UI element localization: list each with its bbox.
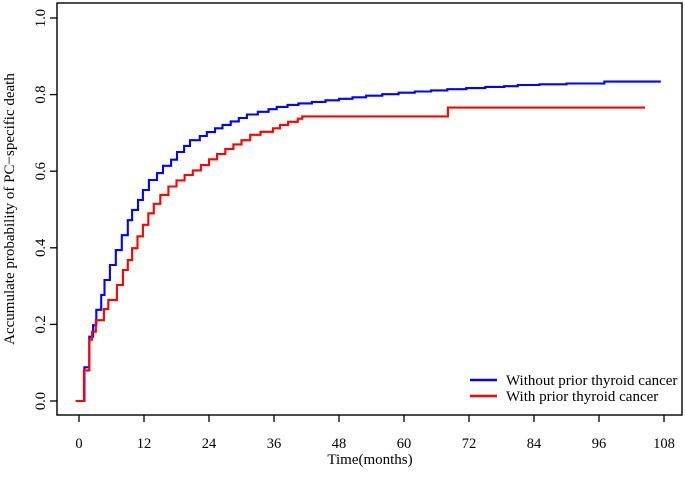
y-axis-ticks: 0.0 0.2 0.4 0.6 0.8 1.0	[33, 9, 57, 410]
x-tick-label: 24	[202, 436, 217, 452]
series-line-without-prior-thyroid-cancer	[75, 80, 661, 403]
x-tick-label: 48	[332, 436, 347, 452]
y-tick-label: 0.4	[33, 238, 49, 257]
x-tick-label: 72	[462, 436, 477, 452]
y-tick-label: 0.0	[33, 392, 49, 410]
series-line-with-prior-thyroid-cancer	[75, 106, 645, 403]
x-tick-label: 84	[527, 436, 542, 452]
x-tick-label: 60	[397, 436, 412, 452]
x-tick-label: 96	[592, 436, 607, 452]
x-tick-label: 0	[75, 436, 82, 452]
x-axis-ticks: 0 12 24 36 48 60 72 84 96 108	[75, 415, 675, 452]
x-axis-title: Time(months)	[327, 452, 412, 468]
x-tick-label: 108	[653, 436, 675, 452]
y-tick-label: 0.2	[33, 315, 49, 333]
legend-label-with-prior-thyroid-cancer: With prior thyroid cancer	[506, 389, 658, 405]
y-axis-title: Accumulate probability of PC−specific de…	[2, 73, 18, 345]
plot-frame	[56, 2, 683, 416]
x-tick-label: 36	[267, 436, 282, 452]
y-tick-label: 1.0	[33, 9, 49, 27]
legend-label-without-prior-thyroid-cancer: Without prior thyroid cancer	[506, 373, 677, 389]
y-tick-label: 0.6	[33, 162, 49, 180]
y-tick-label: 0.8	[33, 86, 49, 104]
x-tick-label: 12	[137, 436, 152, 452]
series-lines	[75, 80, 661, 403]
